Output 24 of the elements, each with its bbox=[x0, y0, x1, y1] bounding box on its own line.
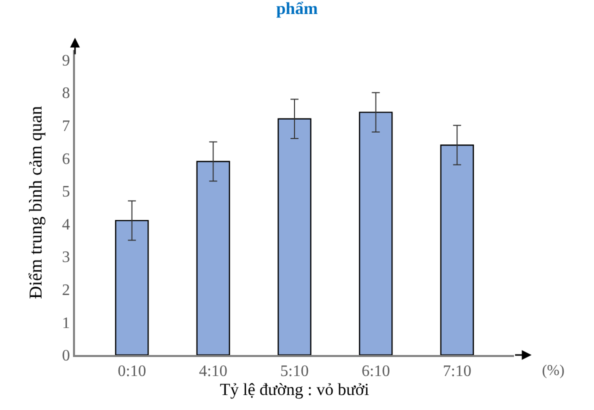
y-tick-label: 9 bbox=[62, 52, 70, 70]
y-tick-label: 1 bbox=[62, 314, 70, 332]
x-tick-label: 7:10 bbox=[442, 362, 472, 380]
text: (%) bbox=[542, 363, 564, 379]
y-tick-label: 7 bbox=[62, 118, 70, 136]
bar bbox=[278, 118, 312, 355]
chart-title: phẩm bbox=[276, 0, 318, 18]
y-tick-label: 0 bbox=[62, 348, 70, 365]
x-tick-label: 5:10 bbox=[280, 362, 309, 380]
y-tick-label: 5 bbox=[62, 184, 70, 201]
bar bbox=[115, 220, 149, 355]
y-tick-label: 2 bbox=[62, 282, 70, 300]
x-tick-label: 0:10 bbox=[118, 362, 146, 380]
y-tick-label: 8 bbox=[62, 85, 70, 102]
bar bbox=[440, 144, 474, 355]
x-axis-title: Tỷ lệ đường : vỏ bưởi bbox=[220, 380, 370, 399]
y-tick-label: 4 bbox=[62, 216, 70, 234]
x-tick-label: 6:10 bbox=[362, 362, 390, 380]
bar bbox=[358, 112, 393, 355]
bar bbox=[196, 160, 230, 355]
y-tick-label: 3 bbox=[62, 249, 70, 266]
x-tick-label: 4:10 bbox=[198, 362, 228, 380]
y-tick-label: 6 bbox=[62, 150, 70, 168]
y-axis-title: Điểm trung bình cảm quan bbox=[26, 106, 46, 299]
